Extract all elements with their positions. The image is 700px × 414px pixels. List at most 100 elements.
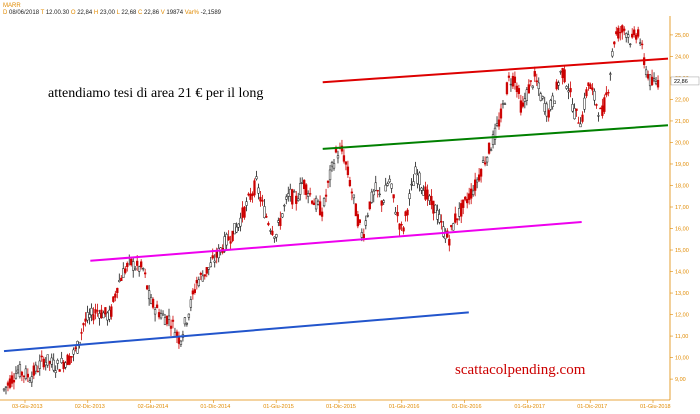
candle-body [352,194,356,199]
candle-body [539,93,542,101]
candle-body [98,313,101,319]
candle-body [116,287,119,293]
candle-body [466,198,469,204]
candle-body [177,336,181,344]
candle-body [485,156,489,163]
candle-body [143,272,147,275]
candle-body [132,261,135,271]
candle-body [275,234,278,238]
candle-body [179,340,183,345]
x-tick-label: 02-Dic-2013 [75,404,105,410]
candle-body [189,299,193,308]
x-tick-label: 01-Dic-2016 [452,404,482,410]
candle-body [583,97,586,110]
candle-body [310,200,314,204]
watermark: scattacolpending.com [455,362,586,378]
candle-body [479,168,483,177]
candle-body [279,218,282,226]
candle-body [380,200,383,206]
x-tick-label: 01-Giu-2017 [514,404,545,410]
candle-body [559,71,562,73]
candle-body [579,123,582,128]
candle-body [577,122,580,124]
candle-body [545,103,548,117]
candle-body [277,220,280,223]
candle-body [197,279,200,286]
candle-body [366,215,369,217]
y-tick-label: 22,00 [675,97,689,103]
candle-body [553,100,556,104]
candle-body [638,42,642,44]
candle-body [10,375,14,384]
candle-body [46,354,49,366]
candle-body [422,190,425,196]
candle-body [326,180,330,183]
candle-body [90,307,93,316]
x-tick-label: 01-Dic-2015 [326,404,356,410]
candle-body [299,183,302,195]
y-axis: 9,00 10,00 11,00 12,00 13,00 14,00 15,00 16,00 1… [669,16,689,400]
candle-body [388,178,391,183]
y-tick-label: 11,00 [675,334,688,340]
candle-body [378,193,381,196]
candle-body [360,232,363,238]
candle-body [257,187,260,194]
candle-body [314,197,318,210]
candle-body [633,29,636,36]
y-tick-label: 19,00 [675,162,689,168]
ohlc-key: V [159,10,167,16]
candle-body [517,88,521,94]
candle-body [255,176,258,180]
candle-body [503,103,507,105]
candle-body [38,360,41,369]
last-price-box [670,76,700,86]
ohlc-key: L [114,10,122,16]
candle-body [273,236,276,239]
candle-body [96,310,99,312]
candle-body [4,386,8,389]
candle-body [519,100,523,113]
candle-body [74,347,77,350]
candle-body [442,226,445,237]
candle-body [195,279,198,284]
ohlc-value: 22,68 [121,10,137,16]
candle-body [446,230,449,238]
candle-body [64,362,67,368]
x-tick-label: 01-Giu-2016 [389,404,420,410]
candle-body [122,268,125,278]
candle-body [637,29,640,37]
candle-body [305,184,308,195]
candle-body [106,312,109,321]
candle-body [86,312,89,321]
candle-body [336,155,340,159]
candle-body [426,189,429,200]
candle-body [648,74,652,87]
candle-body [165,315,169,325]
candle-body [372,190,375,196]
candle-body [76,340,79,354]
candle-body [271,230,274,235]
candle-body [533,71,536,77]
candle-body [456,218,459,221]
candle-body [501,103,505,105]
ohlc-value: 19874 [166,10,184,16]
candle-body [199,273,202,275]
candle-body [251,193,254,197]
candle-body [414,166,417,175]
candle-body [269,230,272,232]
trend-line [3,311,469,353]
candle-body [521,102,525,107]
candle-body [28,380,31,383]
candle-body [587,82,590,86]
candle-body [454,213,457,223]
candle-body [281,213,284,218]
candle-body [436,210,439,220]
candle-body [80,332,83,334]
candle-body [537,82,540,89]
candle-body [346,166,350,175]
candle-body [153,309,157,315]
candle-body [163,317,167,326]
candle-body [161,313,165,316]
candle-body [505,82,509,95]
